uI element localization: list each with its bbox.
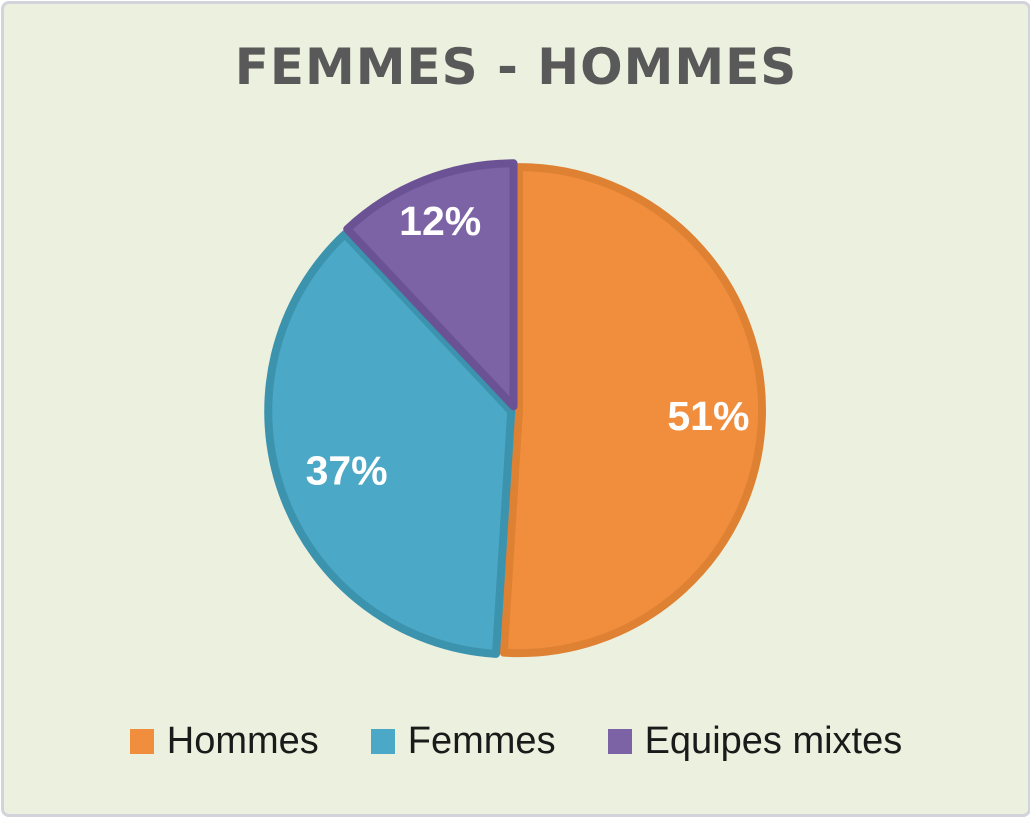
legend-item-equipes-mixtes: Equipes mixtes: [607, 720, 903, 763]
legend-swatch-hommes: [129, 729, 154, 754]
legend-swatch-femmes: [370, 729, 395, 754]
legend-label-equipes-mixtes: Equipes mixtes: [644, 720, 903, 762]
slice-label-hommes: 51%: [667, 393, 749, 439]
slice-label-equipes-mixtes: 12%: [399, 198, 481, 244]
slice-label-femmes: 37%: [306, 448, 388, 494]
pie-slice-equipes-mixtes: [343, 159, 518, 411]
pie-slice-femmes: [264, 230, 516, 658]
pie-chart: 51% 37% 12%: [264, 159, 766, 658]
chart-title: FEMMES - HOMMES: [234, 38, 798, 96]
pie-slice-hommes: [499, 163, 766, 658]
legend-label-hommes: Hommes: [166, 720, 319, 762]
legend-item-hommes: Hommes: [129, 720, 319, 763]
legend-item-femmes: Femmes: [370, 720, 556, 763]
legend-swatch-equipes-mixtes: [607, 729, 632, 754]
legend-label-femmes: Femmes: [407, 720, 556, 762]
legend: Hommes Femmes Equipes mixtes: [4, 720, 1028, 763]
